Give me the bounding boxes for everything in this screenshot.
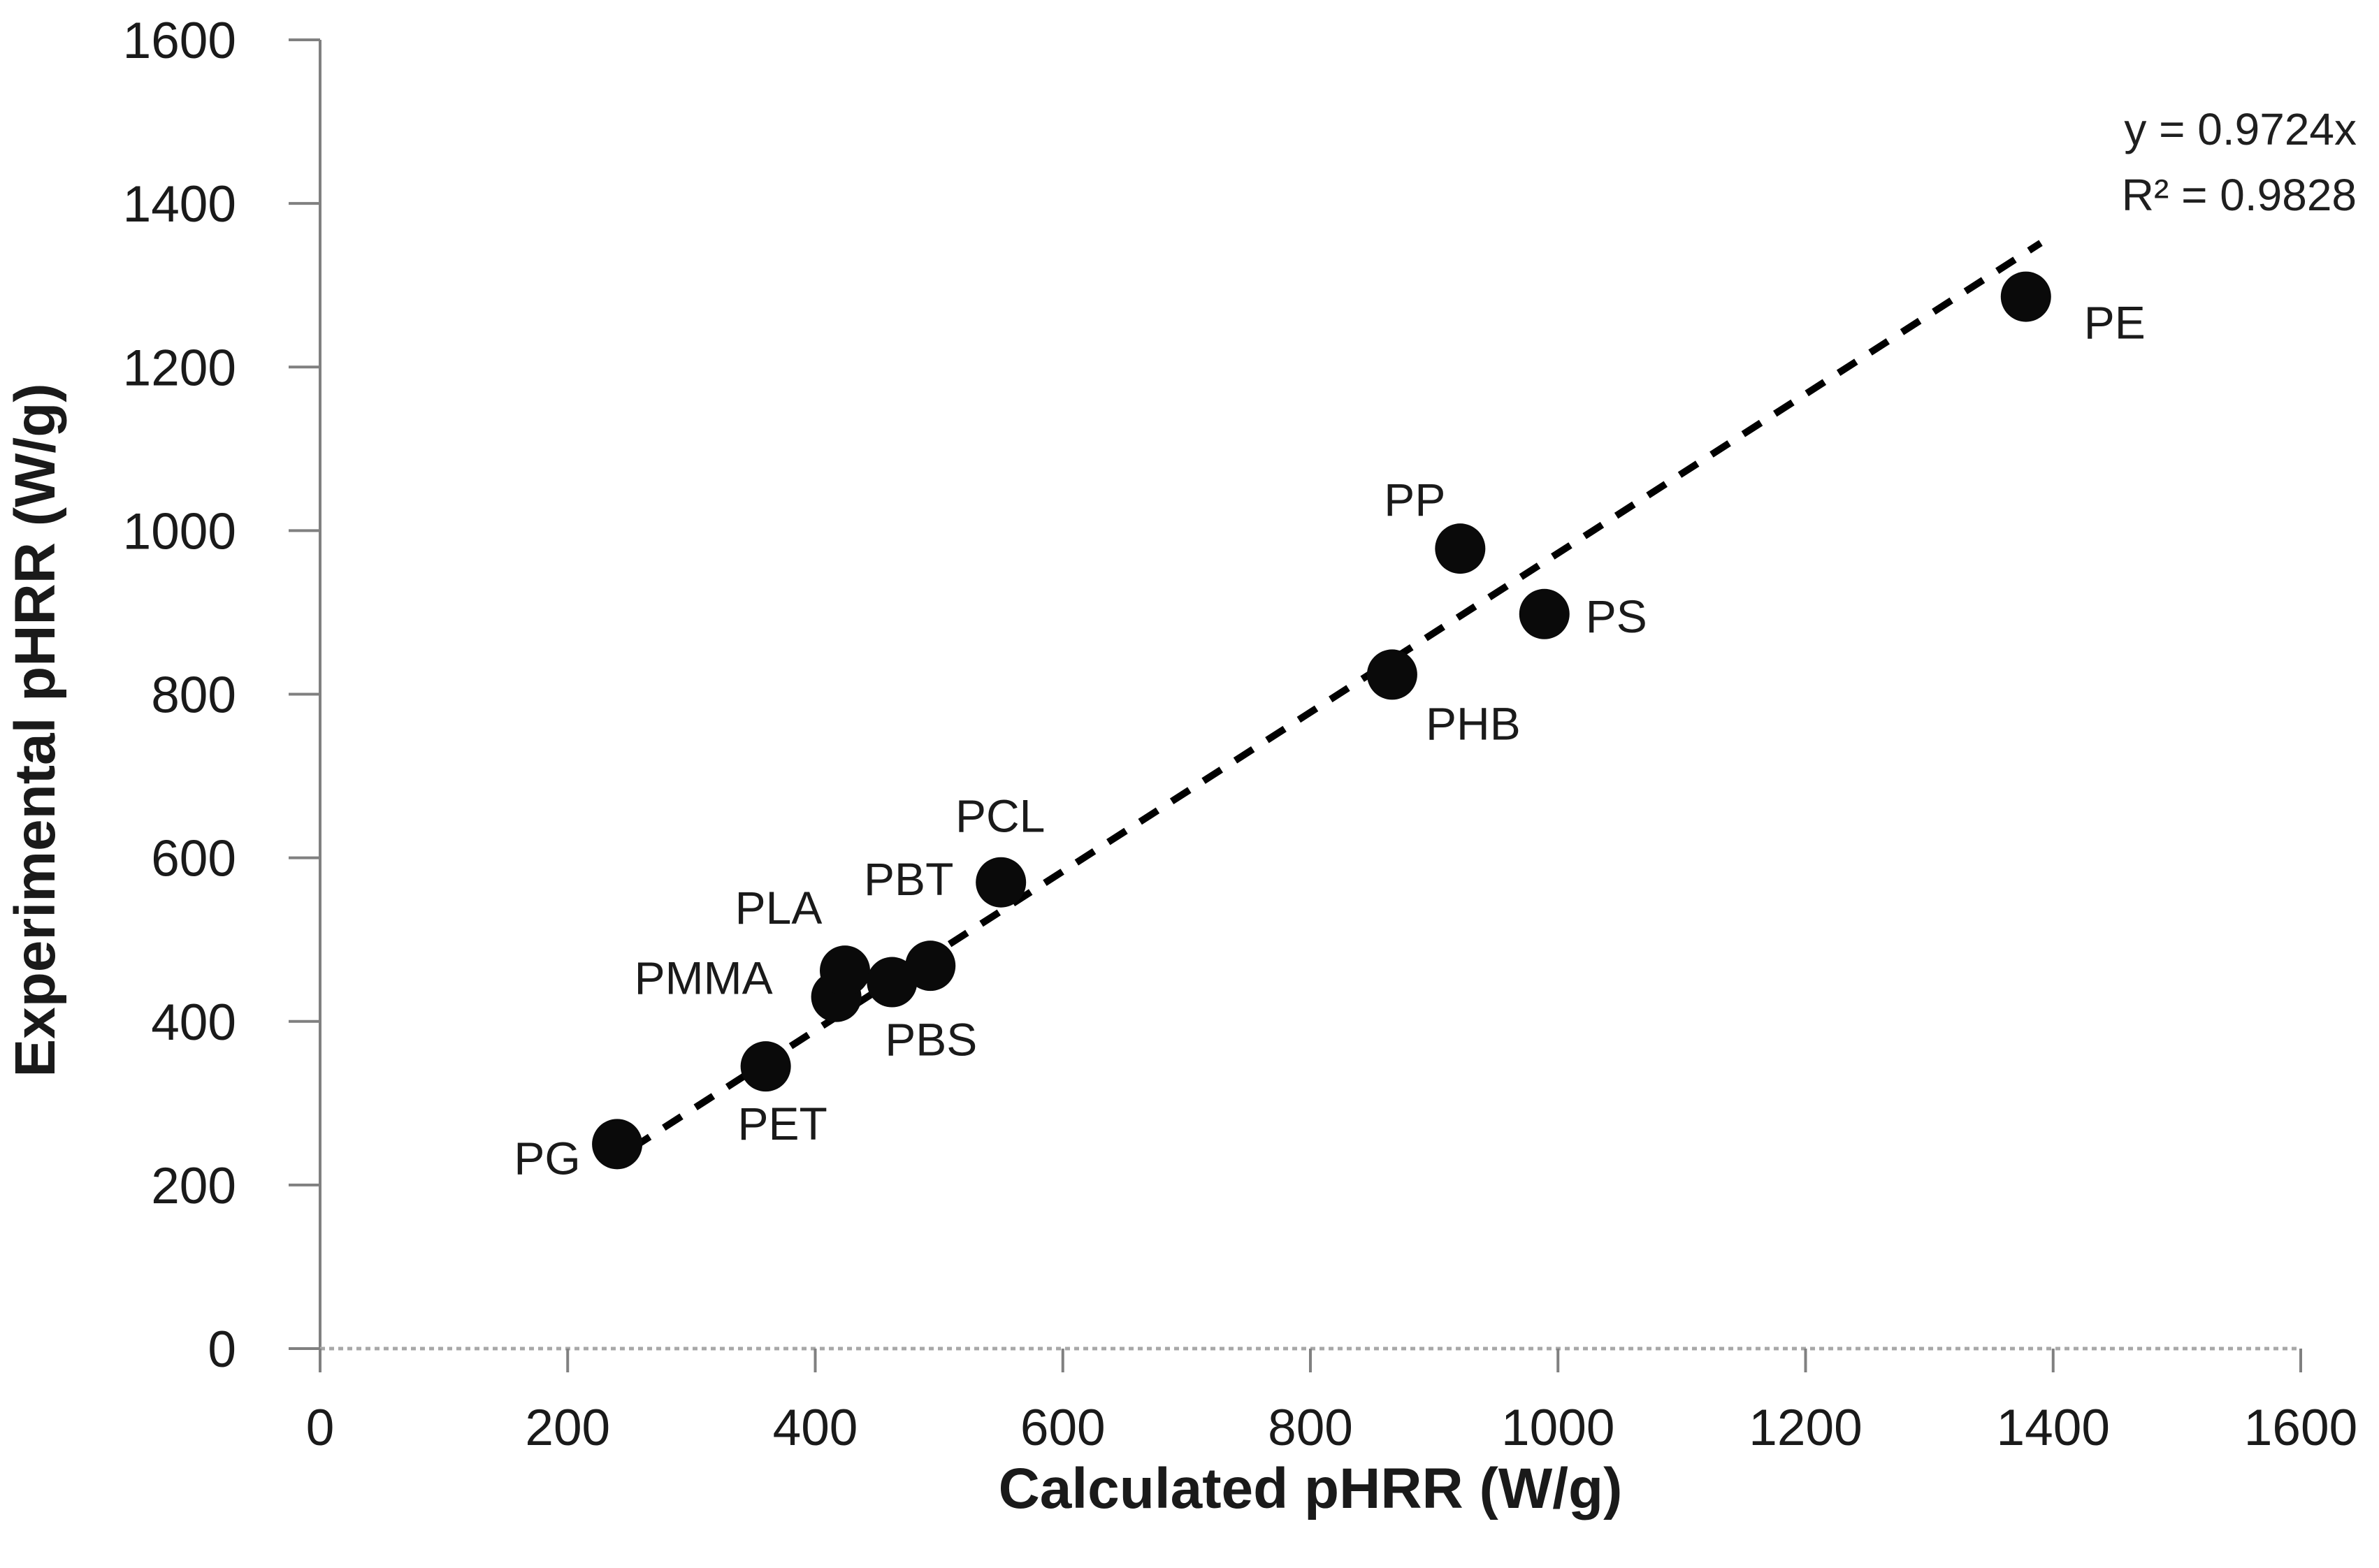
trendline-layer (630, 240, 2043, 1152)
data-point-pcl (976, 857, 1027, 908)
data-point-pla (820, 945, 871, 996)
y-tick-label: 400 (151, 994, 236, 1051)
point-label-pmma: PMMA (635, 952, 773, 1004)
x-axis-title: Calculated pHRR (W/g) (999, 1457, 1623, 1520)
y-tick-label: 1600 (123, 13, 236, 69)
y-tick-label: 1200 (123, 340, 236, 396)
x-tick-label: 400 (773, 1400, 858, 1456)
point-label-pla: PLA (735, 882, 823, 934)
point-label-pet: PET (737, 1098, 827, 1149)
y-tick-label: 200 (151, 1158, 236, 1214)
x-tick-label: 1200 (1749, 1400, 1862, 1456)
y-tick-label: 600 (151, 831, 236, 887)
y-tick-label: 1400 (123, 176, 236, 233)
data-point-ps (1519, 588, 1570, 639)
point-label-phb: PHB (1426, 697, 1521, 749)
data-point-pbt (905, 941, 956, 992)
point-label-pbt: PBT (864, 853, 953, 905)
data-point-pe (2000, 271, 2051, 322)
y-tick-label: 0 (208, 1321, 236, 1378)
point-label-pp: PP (1384, 474, 1445, 525)
x-tick-label: 1600 (2244, 1400, 2357, 1456)
axes: 0 200 400 600 800 1000 1200 1400 1600 0 200 400 600 8… (123, 13, 2358, 1456)
data-points (592, 271, 2051, 1170)
data-point-pet (740, 1041, 791, 1092)
data-point-phb (1366, 649, 1417, 700)
trendline-equation-text: y = 0.9724x (2124, 104, 2357, 154)
x-tick-label: 200 (525, 1400, 610, 1456)
point-label-pcl: PCL (955, 790, 1045, 842)
trendline (630, 240, 2043, 1152)
x-tick-label: 600 (1020, 1400, 1106, 1456)
point-label-ps: PS (1586, 590, 1647, 642)
y-tick-label: 1000 (123, 503, 236, 560)
point-label-pe: PE (2084, 297, 2146, 349)
y-axis-title: Experimental pHRR (W/g) (3, 383, 67, 1077)
y-tick-label: 800 (151, 667, 236, 724)
x-tick-label: 1000 (1501, 1400, 1614, 1456)
data-point-pg (592, 1119, 643, 1170)
data-point-pbs (867, 957, 918, 1008)
x-tick-label: 1400 (1997, 1400, 2110, 1456)
point-label-pg: PG (514, 1132, 580, 1184)
x-tick-label: 800 (1268, 1400, 1353, 1456)
data-point-pp (1435, 523, 1486, 574)
x-tick-label: 0 (306, 1400, 335, 1456)
trendline-r-squared-text: R² = 0.9828 (2122, 170, 2357, 220)
point-label-pbs: PBS (885, 1014, 977, 1066)
